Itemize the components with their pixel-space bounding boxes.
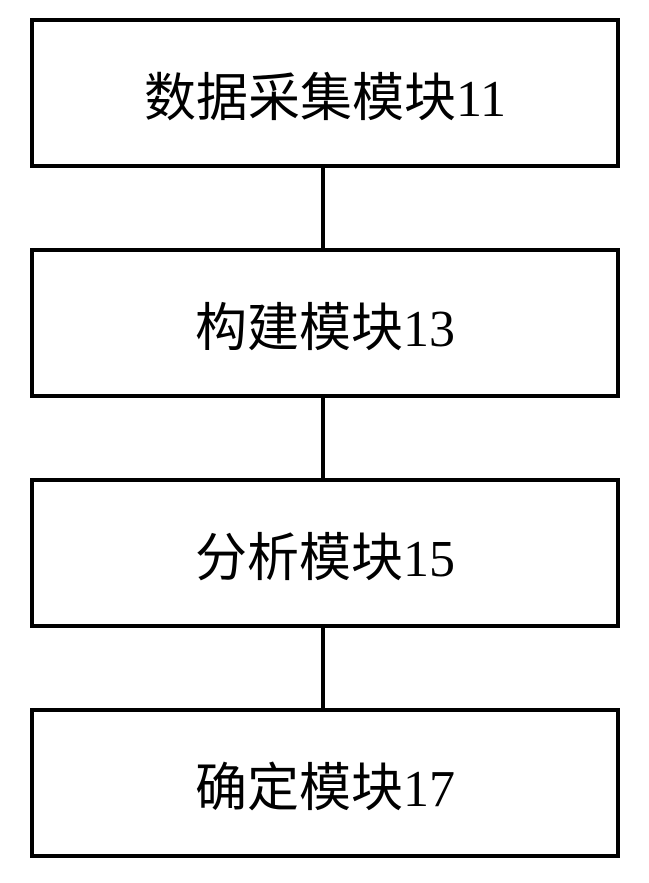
node-label: 数据采集模块11 bbox=[144, 56, 506, 131]
edge-n11-n13 bbox=[321, 168, 325, 248]
node-label: 构建模块13 bbox=[195, 286, 455, 361]
node-label: 确定模块17 bbox=[195, 746, 455, 821]
edge-n15-n17 bbox=[321, 628, 325, 708]
node-determine-17: 确定模块17 bbox=[30, 708, 620, 858]
node-data-collection-11: 数据采集模块11 bbox=[30, 18, 620, 168]
edge-n13-n15 bbox=[321, 398, 325, 478]
flowchart-canvas: 数据采集模块11 构建模块13 分析模块15 确定模块17 bbox=[0, 0, 649, 883]
node-build-13: 构建模块13 bbox=[30, 248, 620, 398]
node-label: 分析模块15 bbox=[195, 516, 455, 591]
node-analysis-15: 分析模块15 bbox=[30, 478, 620, 628]
